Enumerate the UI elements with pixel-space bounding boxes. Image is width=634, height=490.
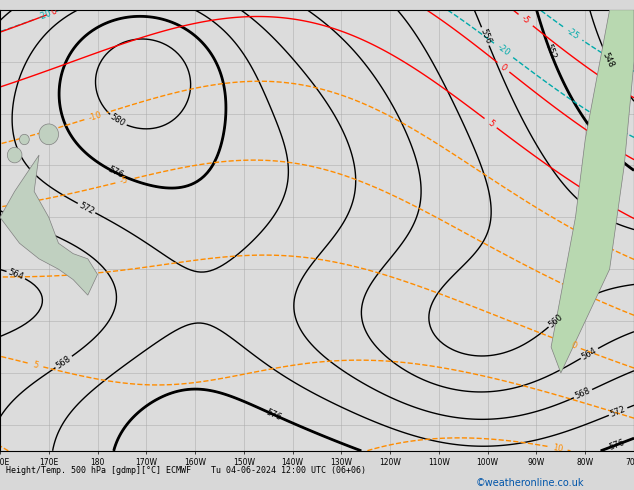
- Text: ©weatheronline.co.uk: ©weatheronline.co.uk: [476, 478, 584, 488]
- Text: 552: 552: [543, 42, 557, 60]
- Text: 548: 548: [601, 51, 616, 69]
- Text: 576: 576: [107, 165, 125, 180]
- Text: 560: 560: [547, 312, 565, 329]
- Text: 564: 564: [580, 345, 598, 361]
- Text: 5: 5: [32, 360, 39, 370]
- Text: 0: 0: [569, 341, 578, 351]
- Text: 0: 0: [50, 7, 58, 17]
- Text: -25: -25: [564, 26, 581, 41]
- Text: 568: 568: [574, 386, 592, 401]
- Circle shape: [39, 124, 58, 145]
- Text: -20: -20: [37, 9, 53, 22]
- Polygon shape: [0, 155, 98, 295]
- Polygon shape: [551, 10, 634, 373]
- Text: 572: 572: [77, 200, 96, 216]
- Text: Height/Temp. 500 hPa [gdmp][°C] ECMWF    Tu 04-06-2024 12:00 UTC (06+06): Height/Temp. 500 hPa [gdmp][°C] ECMWF Tu…: [6, 466, 366, 475]
- Text: 5: 5: [486, 118, 495, 128]
- Text: 568: 568: [55, 354, 73, 370]
- Text: -10: -10: [87, 110, 103, 122]
- Circle shape: [8, 147, 22, 163]
- Text: -20: -20: [495, 43, 512, 58]
- Text: 10: 10: [552, 443, 564, 454]
- Text: 580: 580: [109, 112, 127, 128]
- Text: 572: 572: [609, 404, 627, 419]
- Text: 576: 576: [265, 407, 283, 422]
- Text: 576: 576: [607, 438, 626, 452]
- Text: 564: 564: [7, 268, 25, 282]
- Text: 0: 0: [498, 62, 508, 73]
- Text: 556: 556: [478, 27, 493, 46]
- Text: -5: -5: [520, 14, 532, 26]
- Circle shape: [20, 134, 29, 145]
- Text: -5: -5: [119, 175, 129, 186]
